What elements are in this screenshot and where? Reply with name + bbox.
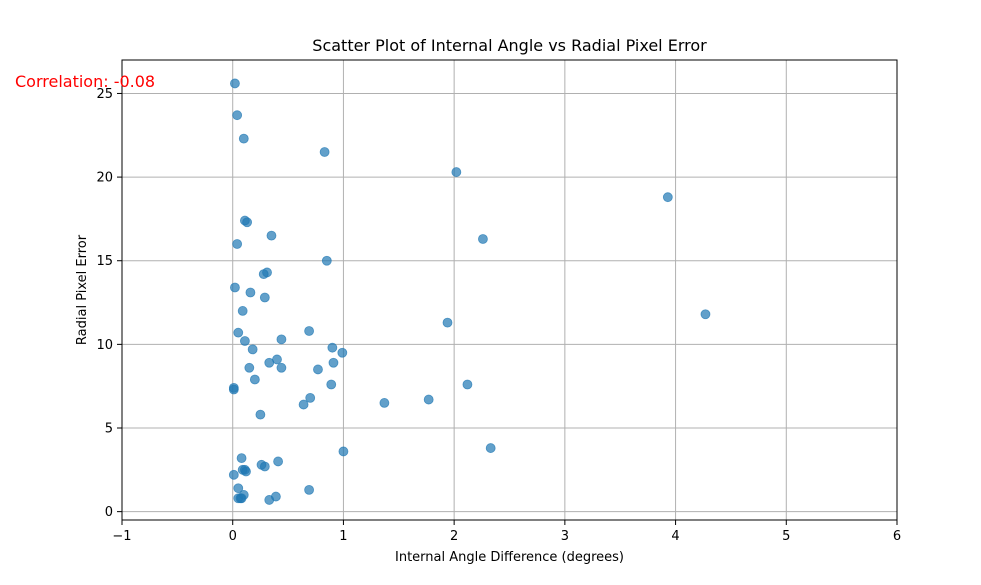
chart-title: Scatter Plot of Internal Angle vs Radial… [312, 36, 707, 55]
grid [121, 60, 898, 520]
data-point [462, 379, 473, 390]
data-point [485, 443, 496, 453]
data-point [247, 344, 258, 355]
data-point [321, 255, 332, 266]
data-point [700, 309, 711, 320]
data-point [298, 399, 309, 410]
data-point [266, 230, 277, 241]
data-point [242, 217, 253, 228]
y-tick-label: 5 [105, 422, 113, 437]
x-tick-label: 3 [561, 529, 569, 544]
x-tick-label: 4 [671, 529, 679, 544]
data-point [249, 374, 260, 385]
data-point [264, 495, 275, 505]
data-point [232, 239, 243, 249]
data-point [304, 326, 315, 336]
x-axis-label: Internal Angle Difference (degrees) [395, 550, 624, 565]
data-point [259, 292, 270, 303]
data-point [258, 269, 269, 280]
x-tick-label: 2 [450, 529, 458, 544]
y-axis-label: Radial Pixel Error [75, 234, 90, 345]
data-point [478, 234, 488, 244]
data-point [328, 357, 339, 368]
data-points [228, 78, 711, 505]
data-point [230, 282, 240, 293]
data-point [442, 317, 453, 328]
data-point [379, 398, 390, 408]
data-point [319, 147, 330, 157]
data-point [237, 306, 248, 316]
data-point [236, 493, 247, 504]
data-point [232, 110, 243, 121]
data-point [259, 461, 270, 472]
data-point [233, 327, 244, 338]
y-tick-label: 15 [96, 254, 113, 269]
data-point [326, 379, 337, 390]
data-point [327, 342, 338, 353]
x-tick-label: 0 [229, 529, 237, 544]
x-tick-label: 5 [782, 529, 790, 544]
data-point [230, 78, 240, 89]
data-point [239, 336, 250, 346]
data-point [236, 453, 247, 464]
data-point [304, 484, 315, 495]
x-tick-label: 1 [339, 529, 347, 544]
data-point [273, 456, 284, 467]
data-point [245, 287, 256, 298]
correlation-annotation: Correlation: -0.08 [15, 72, 155, 91]
data-point [241, 466, 251, 477]
x-tick-label: 6 [893, 529, 901, 544]
data-point [423, 394, 434, 405]
axis-ticks: −1 0 1 2 3 4 5 6 0 5 10 15 20 25 [96, 87, 901, 544]
data-point [276, 362, 287, 373]
plot-frame [121, 59, 898, 521]
data-point [233, 483, 244, 494]
data-point [305, 392, 316, 403]
y-tick-label: 10 [96, 338, 113, 353]
data-point [228, 469, 239, 480]
y-tick-label: 0 [105, 505, 113, 520]
data-point [337, 347, 348, 358]
x-tick-label: −1 [112, 529, 131, 544]
data-point [255, 409, 266, 420]
data-point [276, 334, 287, 345]
data-point [313, 364, 323, 375]
data-point [338, 446, 349, 457]
data-point [662, 192, 673, 203]
y-tick-label: 25 [96, 87, 113, 102]
data-point [228, 384, 239, 395]
data-point [238, 133, 249, 144]
data-point [244, 362, 255, 373]
y-tick-label: 20 [96, 171, 113, 186]
data-point [264, 357, 275, 368]
data-point [451, 167, 462, 177]
